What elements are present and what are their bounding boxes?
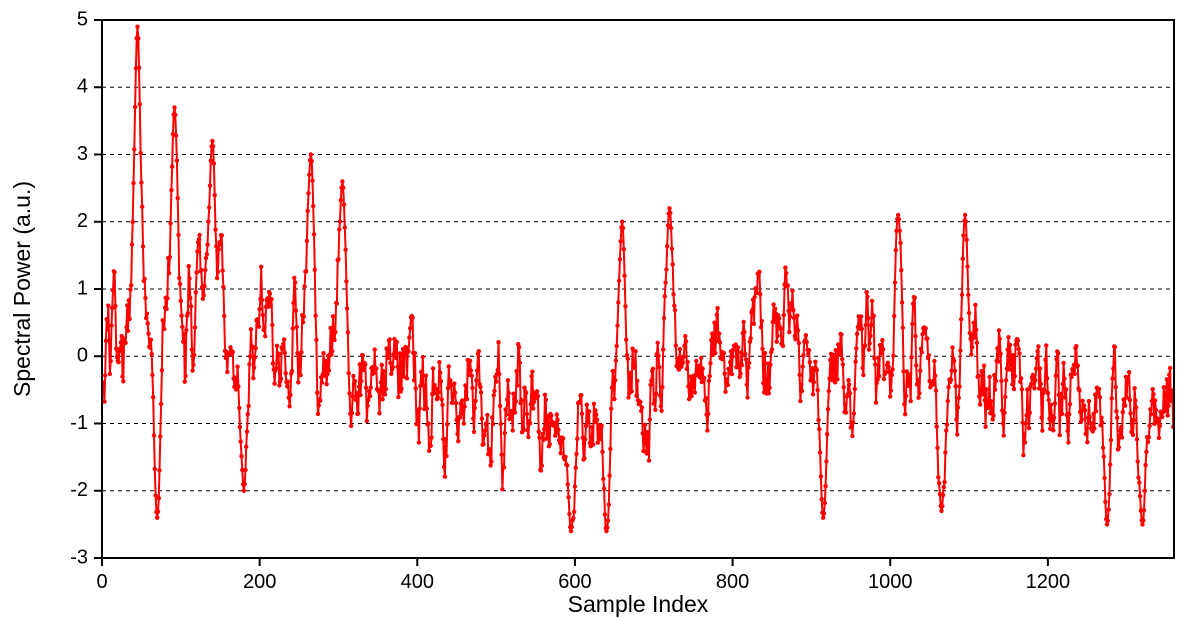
x-tick-label: 800 <box>716 571 749 593</box>
y-tick-label: 1 <box>77 277 88 299</box>
y-tick-label: 0 <box>77 345 88 367</box>
x-tick-label: 1200 <box>1026 571 1071 593</box>
y-tick-label: -3 <box>70 546 88 568</box>
x-tick-label: 200 <box>243 571 276 593</box>
y-tick-label: 4 <box>77 76 88 98</box>
x-tick-label: 600 <box>558 571 591 593</box>
y-tick-label: 2 <box>77 210 88 232</box>
signal-chart: -3 -2 -1 0 1 2 3 4 5 0 200 400 600 800 1000 1200 Spectr… <box>0 0 1200 618</box>
y-tick-label: -2 <box>70 479 88 501</box>
x-tick-label: 0 <box>96 571 107 593</box>
y-tick-label: 3 <box>77 143 88 165</box>
chart-svg: -3 -2 -1 0 1 2 3 4 5 0 200 400 600 800 1000 1200 Spectr… <box>0 0 1200 618</box>
x-tick-label: 1000 <box>868 571 913 593</box>
x-axis-label: Sample Index <box>568 591 709 617</box>
x-tick-label: 400 <box>401 571 434 593</box>
y-axis-label: Spectral Power (a.u.) <box>9 181 35 397</box>
y-tick-label: 5 <box>77 8 88 30</box>
y-tick-label: -1 <box>70 412 88 434</box>
